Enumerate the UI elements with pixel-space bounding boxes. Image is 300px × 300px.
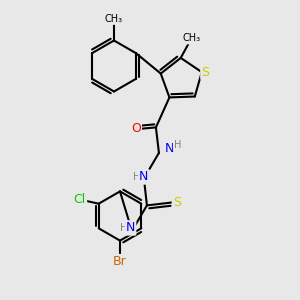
Text: H: H [174, 140, 181, 150]
Text: CH₃: CH₃ [105, 14, 123, 24]
Text: O: O [131, 122, 141, 135]
Text: N: N [165, 142, 174, 155]
Text: N: N [126, 221, 135, 234]
Text: H: H [120, 223, 127, 233]
Text: S: S [201, 66, 209, 79]
Text: CH₃: CH₃ [182, 33, 200, 43]
Text: Br: Br [113, 255, 127, 268]
Text: Cl: Cl [74, 193, 86, 206]
Text: N: N [139, 170, 148, 183]
Text: H: H [133, 172, 140, 182]
Text: S: S [173, 196, 181, 209]
